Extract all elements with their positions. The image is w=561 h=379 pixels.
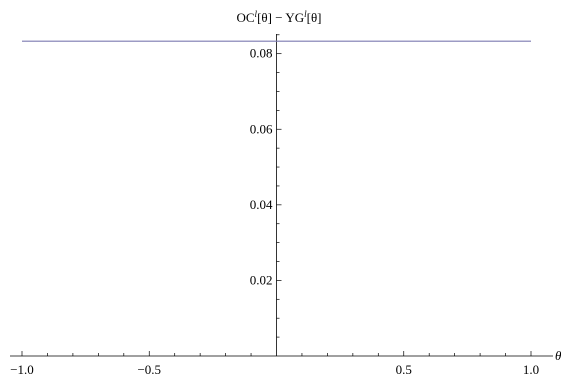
y-axis-title-suffix-arg: [θ] [307,10,322,25]
x-tick-label: 0.5 [396,362,412,377]
y-tick-label: 0.06 [250,121,273,136]
y-tick-label: 0.02 [250,272,273,287]
y-axis-title: OCl[θ] − YGl[θ] [236,9,321,25]
x-axis-title: θ [555,348,561,363]
y-tick-label: 0.08 [250,46,273,61]
tick-labels: −1.0 −0.5 0.5 1.0 0.02 0.04 0.06 0.08 [10,46,539,377]
y-tick-label: 0.04 [250,197,273,212]
y-axis-title-prefix-arg: [θ] [257,10,272,25]
y-axis-title-minus: − [272,10,285,25]
axes [10,34,553,357]
x-tick-label: −1.0 [10,362,34,377]
y-axis-title-prefix-sup: l [255,9,258,19]
x-tick-label: 1.0 [523,362,539,377]
y-axis-title-suffix: YG [285,10,304,25]
x-tick-label: −0.5 [137,362,161,377]
y-axis-title-prefix: OC [236,10,254,25]
y-axis-title-suffix-sup: l [304,9,307,19]
ticks [21,34,532,356]
